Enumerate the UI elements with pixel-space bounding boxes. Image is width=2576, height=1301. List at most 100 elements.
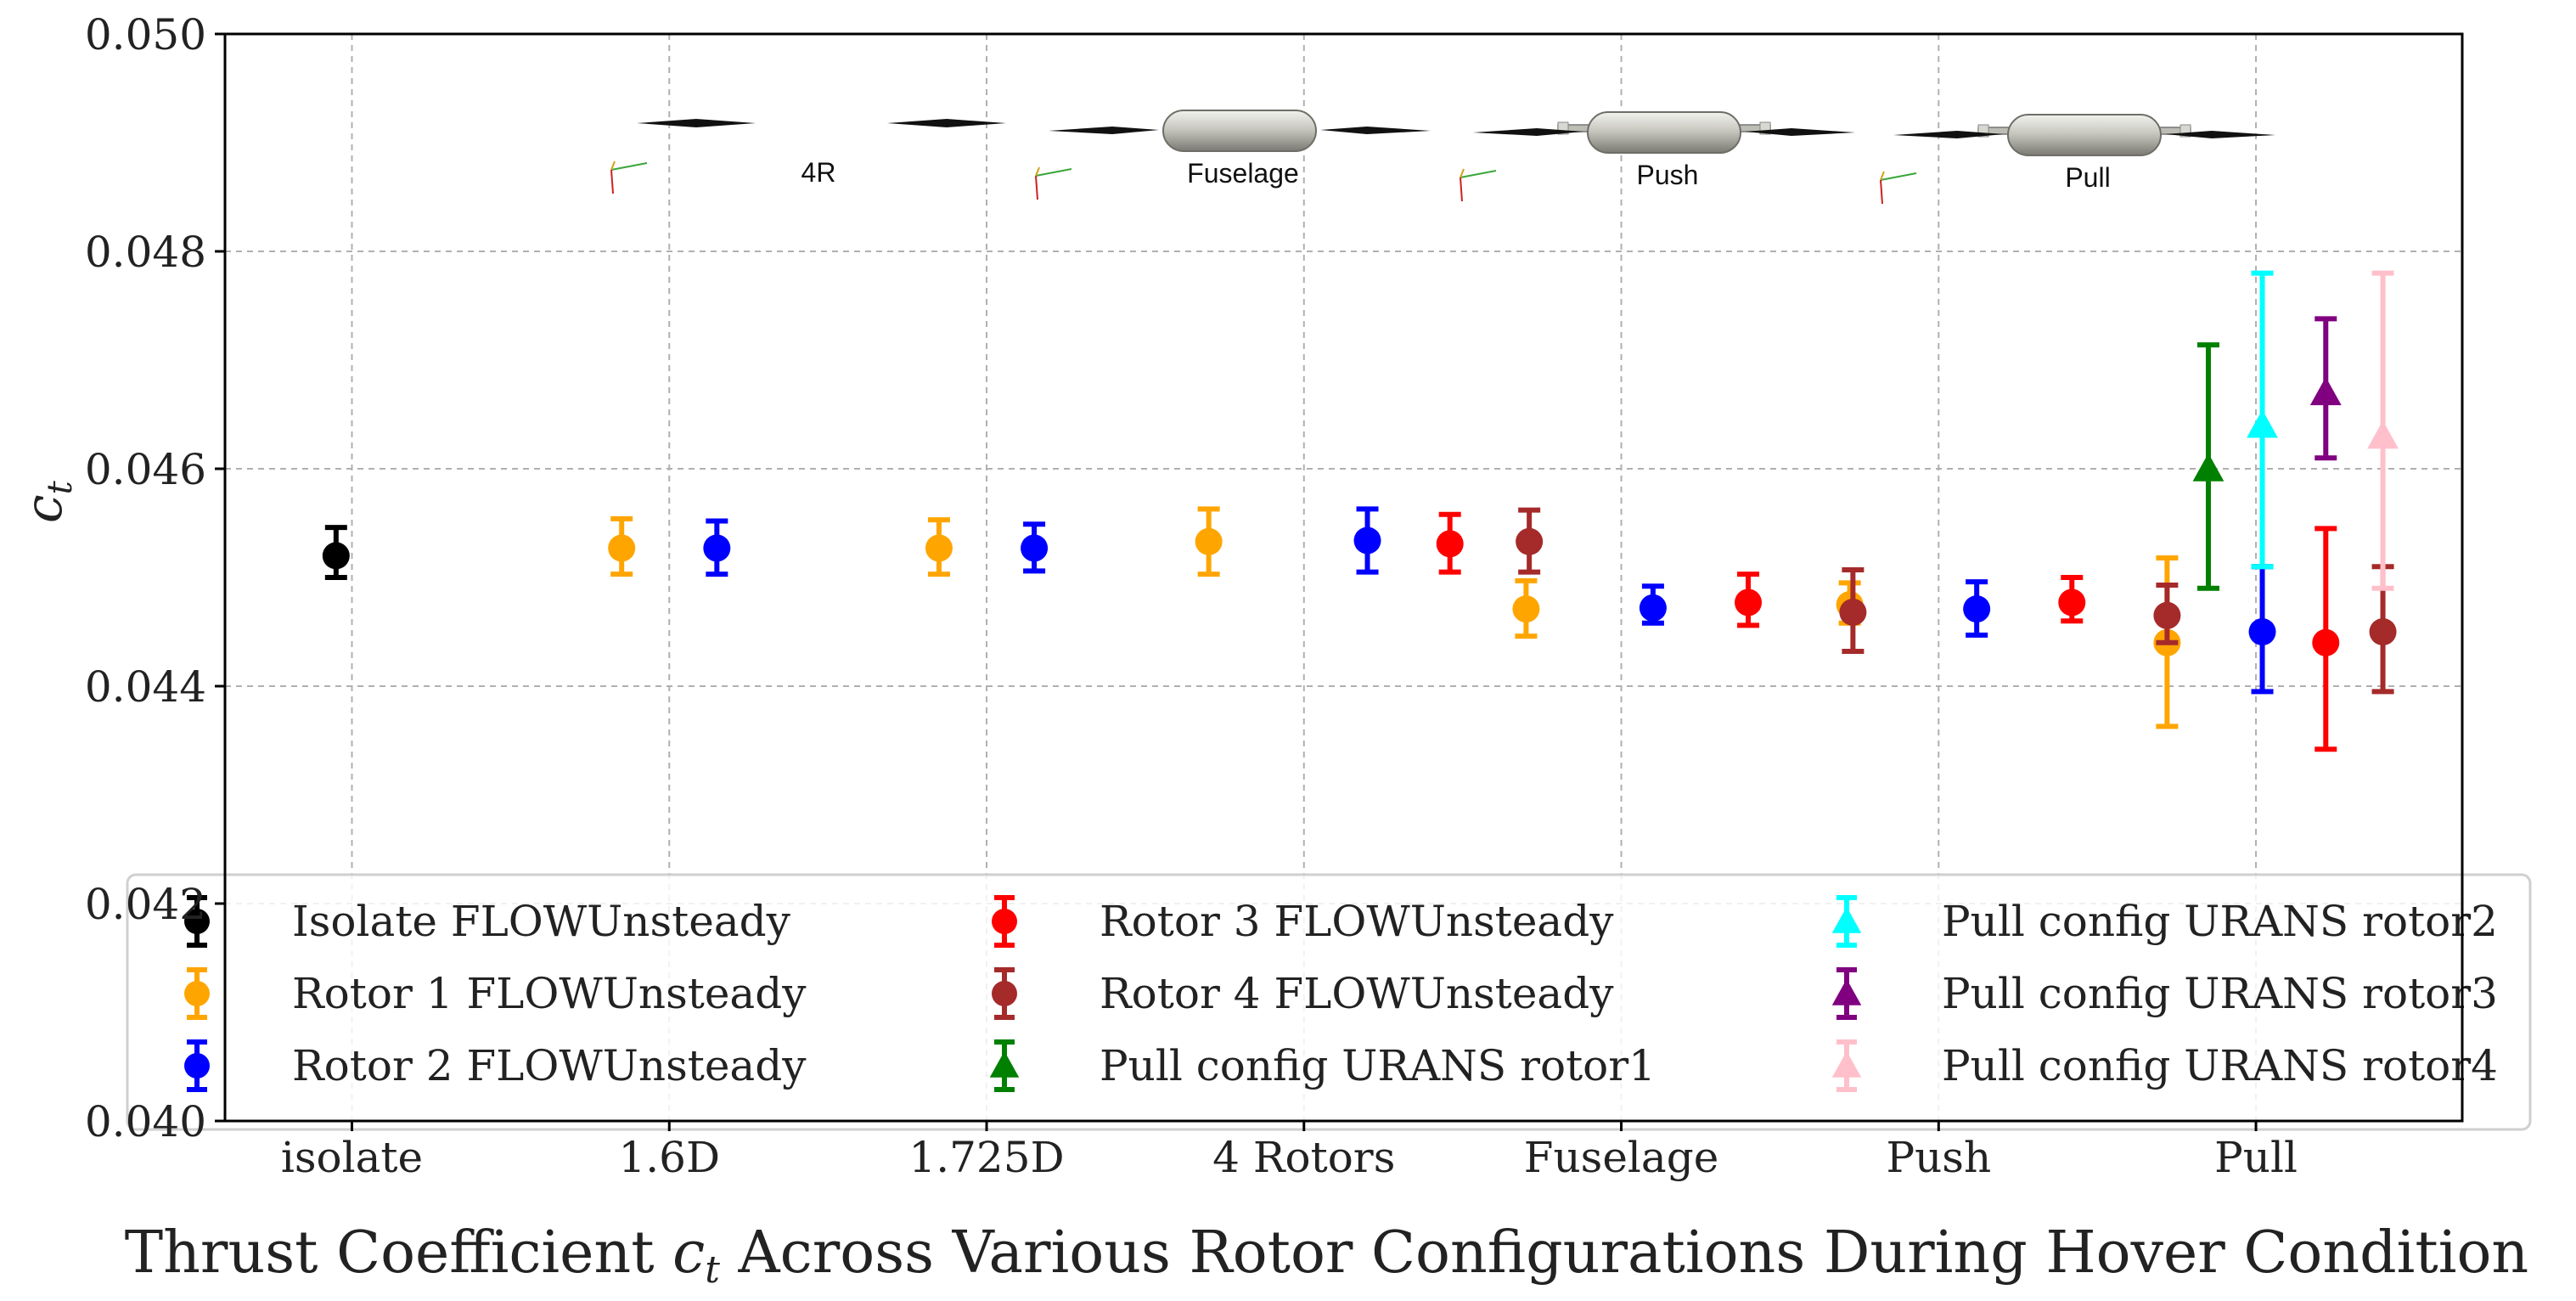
fuselage-icon [2007,114,2162,156]
x-axis-label-symbol: c [672,1219,705,1287]
rotor-blade-icon [1745,128,1855,136]
data-point [925,534,953,562]
series-3 [703,506,2276,695]
legend-marker [989,1050,1020,1078]
data-point [1436,530,1464,558]
inset-fuselage: Fuselage [1035,110,1431,200]
y-tick-label: 0.044 [85,662,206,712]
legend-box [126,873,2532,1131]
triad-x-axis-icon [1035,168,1072,177]
x-tick-label: Fuselage [1524,1133,1719,1182]
legend-label: Pull config URANS rotor1 [1100,1041,1656,1090]
inset-caption: Push [1637,160,1699,190]
data-marks [322,270,2399,752]
y-axis-ticks: 0.040 0.042 0.044 0.046 0.048 0.050 [85,10,225,1146]
legend-marker [184,909,210,934]
series-7 [2247,270,2278,570]
data-point [1735,589,1763,617]
triad-y-axis-icon [610,161,616,171]
x-axis-label-before: Thrust Coefficient [125,1219,672,1287]
data-point [322,542,350,570]
data-point [2309,377,2342,406]
data-point [608,534,636,562]
legend-entry: Pull config URANS rotor3 [1831,967,2498,1020]
triad-x-axis-icon [610,162,648,171]
legend-entry: Isolate FLOWUnsteady [184,895,791,948]
series-8 [2309,316,2342,461]
x-tick-label: 1.6D [618,1133,720,1182]
legend-label: Pull config URANS rotor2 [1942,897,2498,946]
legend-marker [184,1053,210,1079]
legend-entry: Pull config URANS rotor1 [989,1039,1656,1092]
inset-push: Push [1460,111,1855,202]
y-tick-label: 0.050 [85,10,206,59]
data-point [1516,527,1544,555]
y-axis-label-symbol: c [14,494,74,523]
x-tick-label: 4 Rotors [1212,1133,1395,1182]
legend-entry: Rotor 4 FLOWUnsteady [992,967,1614,1020]
data-point [2058,589,2086,617]
rotor-blade-icon [887,119,1006,127]
x-tick-label: Push [1886,1133,1991,1182]
data-point [2248,618,2276,645]
legend-entry: Pull config URANS rotor2 [1831,895,2498,948]
inset-caption: Pull [2065,162,2110,193]
triad-x-axis-icon [1460,170,1497,178]
inset-images: 4R Fuselage Push Pull [610,110,2275,205]
triad-y-axis-icon [1035,166,1040,177]
y-tick-label: 0.046 [85,445,206,494]
y-axis-label-subscript: t [41,480,80,494]
x-tick-label: 1.725D [908,1133,1064,1182]
data-point [2153,601,2181,629]
data-point [1021,534,1049,562]
rotor-blade-icon [1049,127,1159,134]
rotor-blade-icon [637,119,756,127]
legend-label: Pull config URANS rotor3 [1942,969,2498,1018]
legend-label: Rotor 1 FLOWUnsteady [292,969,807,1018]
fuselage-icon [1162,110,1317,152]
legend-marker [992,981,1017,1006]
x-tick-label: isolate [281,1133,423,1182]
series-6 [2192,342,2224,591]
triad-z-axis-icon [1880,179,1883,205]
data-point [1839,598,1867,626]
triad-y-axis-icon [1460,168,1465,178]
data-point [703,534,731,562]
data-point [2192,453,2224,482]
fuselage-icon [1587,111,1741,154]
plot-frame [223,32,2464,1123]
series-4 [1436,511,2340,752]
legend-label: Isolate FLOWUnsteady [292,897,791,946]
legend-label: Rotor 3 FLOWUnsteady [1100,897,1614,946]
series-9 [2367,270,2399,591]
triad-z-axis-icon [1460,177,1463,202]
triad-z-axis-icon [610,169,614,194]
rotor-blade-icon [1893,131,2004,138]
y-tick-label: 0.042 [85,880,206,929]
x-axis-label-subscript: t [705,1248,720,1292]
legend-marker [1831,906,1862,933]
legend-marker [1831,978,1862,1005]
triad-z-axis-icon [1035,175,1038,200]
legend: Isolate FLOWUnsteady Rotor 1 FLOWUnsteady… [126,873,2532,1131]
inset-caption: Fuselage [1187,158,1299,189]
data-point [2312,628,2340,656]
data-point [1512,595,1540,623]
triad-x-axis-icon [1880,172,1917,181]
x-axis-label-after: Across Various Rotor Configurations Duri… [720,1219,2528,1287]
y-tick-label: 0.040 [85,1097,206,1146]
triad-y-axis-icon [1880,171,1885,181]
rotor-blade-icon [1473,128,1583,136]
data-point [2247,409,2278,438]
data-point [1195,527,1223,555]
rotor-blade-icon [1320,127,1431,134]
legend-entry: Pull config URANS rotor4 [1831,1039,2498,1092]
inset-pull: Pull [1880,114,2275,205]
legend-marker [184,981,210,1006]
y-tick-label: 0.048 [85,228,206,277]
x-axis-label: Thrust Coefficient ct Across Various Rot… [125,1219,2528,1292]
legend-entry: Rotor 1 FLOWUnsteady [184,967,807,1020]
data-point [2367,420,2399,449]
series-1 [322,525,350,580]
